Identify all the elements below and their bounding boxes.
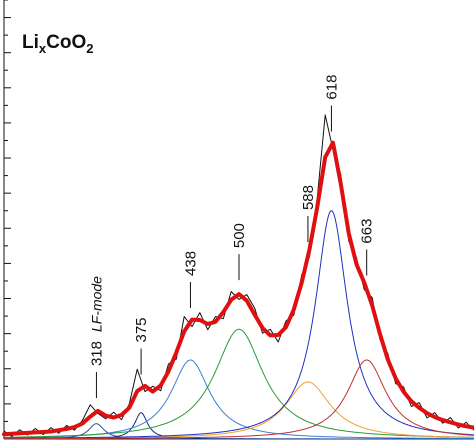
fit-line bbox=[2, 140, 474, 437]
annotation-label: 500 bbox=[231, 223, 248, 248]
chart-title: LixCoO2 bbox=[22, 32, 93, 56]
annotation-label: 375 bbox=[133, 317, 150, 342]
annotation-label: 663 bbox=[359, 219, 376, 244]
component-peak bbox=[4, 210, 474, 439]
annotation-label: 588 bbox=[300, 185, 317, 210]
title-part: Li bbox=[22, 32, 39, 53]
annotation-label: 618 bbox=[323, 75, 340, 100]
title-subscript: x bbox=[39, 41, 47, 56]
note-label: LF-mode bbox=[88, 276, 104, 332]
measured-line bbox=[3, 114, 474, 437]
title-part: CoO bbox=[46, 32, 86, 53]
component-peak bbox=[4, 359, 474, 440]
component-peak bbox=[4, 328, 474, 438]
annotation-label: 438 bbox=[182, 251, 199, 276]
title-subscript: 2 bbox=[86, 41, 93, 56]
annotation-label: 318 bbox=[88, 341, 105, 366]
